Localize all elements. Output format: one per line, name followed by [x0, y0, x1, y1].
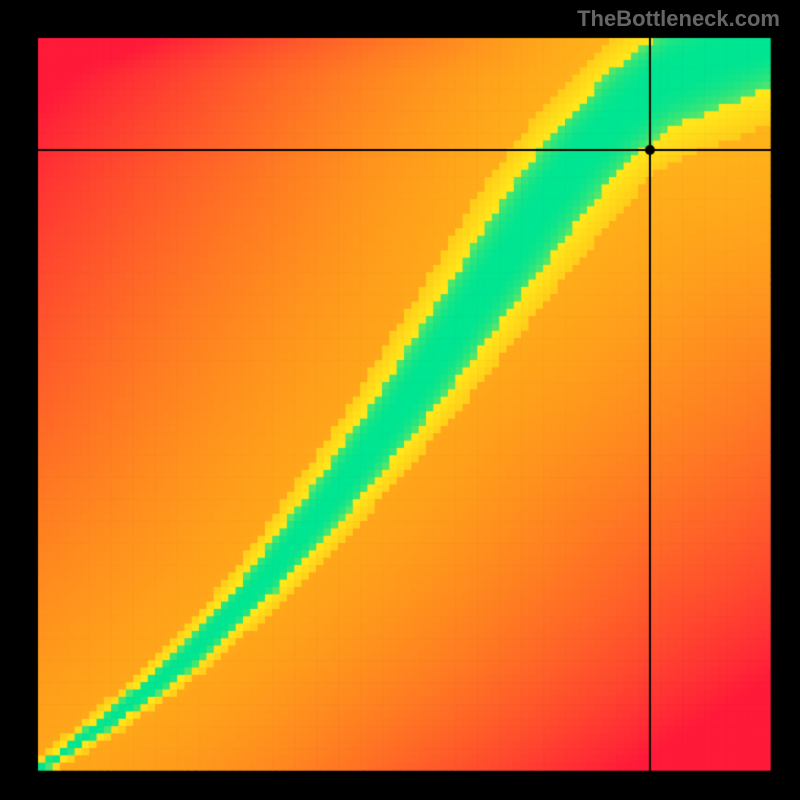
chart-container: TheBottleneck.com — [0, 0, 800, 800]
watermark-text: TheBottleneck.com — [577, 6, 780, 32]
bottleneck-heatmap — [0, 0, 800, 800]
